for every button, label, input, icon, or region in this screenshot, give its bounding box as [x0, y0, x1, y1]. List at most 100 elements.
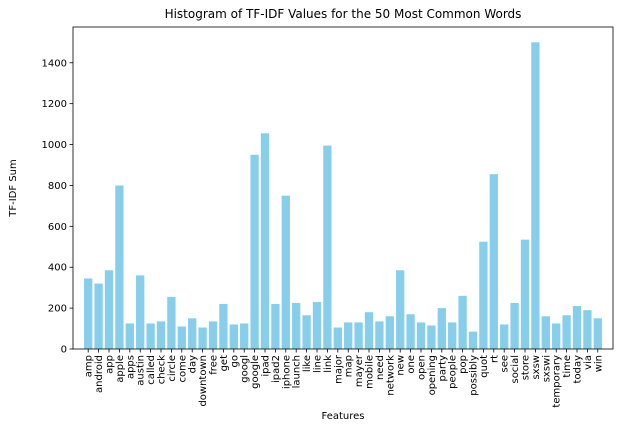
bar-map — [344, 322, 352, 349]
bar-temporary — [552, 323, 560, 349]
bar-googl — [240, 323, 248, 349]
bar-amp — [84, 278, 92, 349]
bar-go — [230, 324, 238, 349]
x-axis: amp android app apple apps austin called check c… — [84, 349, 605, 408]
bar-like — [302, 315, 310, 349]
bar-check — [157, 321, 165, 349]
bars-group — [84, 42, 602, 349]
bar-mayer — [354, 322, 362, 349]
x-tick-label: mobile — [365, 355, 376, 389]
bar-apple — [115, 185, 123, 349]
x-tick-label: get — [219, 355, 230, 372]
x-tick-label: circle — [167, 355, 178, 382]
x-tick-label: line — [313, 355, 324, 373]
bar-social — [510, 303, 518, 349]
x-tick-label: sxswi — [541, 355, 552, 382]
x-tick-label: possibly — [469, 355, 480, 396]
x-tick-label: apps — [125, 355, 136, 379]
bar-line — [313, 302, 321, 349]
bar-ipad2 — [271, 304, 279, 349]
bar-see — [500, 324, 508, 349]
x-tick-label: googl — [240, 355, 251, 383]
x-tick-label: link — [323, 355, 334, 373]
x-tick-label: like — [302, 355, 313, 372]
x-tick-label: rt — [489, 355, 500, 363]
x-tick-label: mayer — [354, 354, 365, 387]
bar-people — [448, 322, 456, 349]
x-tick-label: app — [105, 355, 116, 374]
bar-one — [406, 314, 414, 349]
x-tick-label: opening — [427, 355, 438, 395]
bar-quot — [479, 242, 487, 349]
bar-link — [323, 146, 331, 349]
x-tick-label: social — [510, 355, 521, 384]
y-tick-label: 1200 — [42, 99, 67, 110]
bar-rt — [490, 174, 498, 349]
x-tick-label: quot — [479, 355, 490, 378]
x-axis-title: Features — [322, 411, 365, 422]
x-tick-label: major — [333, 354, 344, 384]
bar-need — [375, 321, 383, 349]
x-tick-label: map — [344, 355, 355, 377]
bar-party — [438, 308, 446, 349]
bar-iphone — [282, 196, 290, 349]
x-tick-label: launch — [292, 355, 303, 388]
bar-app — [105, 270, 113, 349]
x-tick-label: pop — [458, 355, 469, 374]
bar-downtown — [198, 328, 206, 349]
bar-austin — [136, 275, 144, 349]
bar-sxswi — [542, 316, 550, 349]
x-tick-label: ipad — [261, 355, 272, 377]
x-tick-label: one — [406, 355, 417, 374]
x-tick-label: ipad2 — [271, 355, 282, 383]
x-tick-label: via — [583, 355, 594, 370]
y-tick-label: 200 — [48, 304, 67, 315]
x-tick-label: store — [521, 355, 532, 380]
y-axis-title: TF-IDF Sum — [8, 159, 19, 217]
x-tick-label: called — [146, 355, 157, 385]
chart-title: Histogram of TF-IDF Values for the 50 Mo… — [165, 7, 522, 21]
x-tick-label: time — [562, 355, 573, 378]
bar-circle — [167, 297, 175, 349]
y-tick-label: 400 — [48, 263, 67, 274]
bar-new — [396, 270, 404, 349]
bar-network — [386, 316, 394, 349]
x-tick-label: amp — [84, 355, 95, 377]
x-tick-label: people — [448, 355, 459, 389]
x-tick-label: new — [396, 355, 407, 376]
y-axis: 0 200 400 600 800 1000 1200 1400 — [42, 58, 73, 355]
bar-day — [188, 318, 196, 349]
x-tick-label: sxsw — [531, 355, 542, 380]
bar-time — [562, 315, 570, 349]
x-tick-label: check — [157, 355, 168, 384]
x-tick-label: austin — [136, 355, 147, 386]
x-tick-label: temporary — [552, 355, 563, 408]
x-tick-label: win — [593, 355, 604, 372]
x-tick-label: iphone — [281, 355, 292, 389]
bar-google — [250, 155, 258, 349]
x-tick-label: open — [417, 355, 428, 380]
y-tick-label: 800 — [48, 181, 67, 192]
bar-win — [594, 318, 602, 349]
x-tick-label: downtown — [198, 355, 209, 407]
bar-opening — [427, 325, 435, 349]
bar-get — [219, 304, 227, 349]
bar-mobile — [365, 312, 373, 349]
y-tick-label: 600 — [48, 222, 67, 233]
bar-called — [146, 323, 154, 349]
x-tick-label: day — [188, 355, 199, 373]
bar-pop — [458, 296, 466, 349]
y-tick-label: 1000 — [42, 140, 67, 151]
x-tick-label: android — [94, 355, 105, 393]
y-tick-label: 0 — [61, 345, 67, 356]
x-tick-label: party — [437, 355, 448, 382]
bar-ipad — [261, 133, 269, 349]
bar-come — [178, 327, 186, 349]
bar-launch — [292, 303, 300, 349]
x-tick-label: free — [209, 355, 220, 375]
bar-android — [94, 284, 102, 349]
x-tick-label: come — [177, 355, 188, 383]
x-tick-label: see — [500, 355, 511, 373]
